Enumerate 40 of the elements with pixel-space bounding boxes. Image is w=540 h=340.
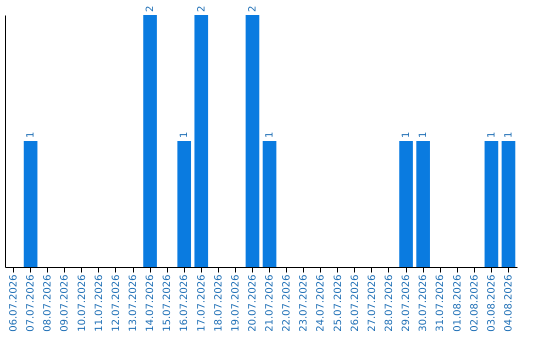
x-tick-label: 11.07.2026 [94, 274, 105, 332]
x-tick-label: 07.07.2026 [26, 274, 37, 332]
x-tick-label: 14.07.2026 [145, 274, 156, 332]
x-tick-label: 24.07.2026 [316, 274, 327, 332]
x-tick-label: 30.07.2026 [418, 274, 430, 332]
data-label: 2 [196, 6, 208, 12]
x-tick-label: 02.08.2026 [469, 274, 480, 332]
data-label: 1 [401, 132, 412, 138]
x-tick-label: 01.08.2026 [452, 274, 464, 332]
x-tick-label: 28.07.2026 [384, 274, 395, 332]
x-tick-label: 19.07.2026 [230, 274, 242, 332]
x-tick-label: 31.07.2026 [435, 274, 446, 332]
x-tick-label: 09.07.2026 [60, 274, 71, 332]
x-tick-label: 15.07.2026 [162, 274, 174, 332]
x-tick-label: 18.07.2026 [213, 274, 224, 332]
data-label: 1 [418, 132, 430, 138]
x-tick-label: 12.07.2026 [110, 274, 122, 332]
data-label: 2 [145, 6, 156, 12]
data-label: 1 [486, 132, 498, 138]
x-tick-label: 13.07.2026 [128, 274, 139, 332]
x-tick-label: 17.07.2026 [196, 274, 208, 332]
x-tick-label: 26.07.2026 [350, 274, 361, 332]
data-label: 2 [247, 6, 258, 12]
data-label: 1 [264, 132, 276, 138]
x-tick-label: 10.07.2026 [76, 274, 88, 332]
data-label: 1 [179, 132, 190, 138]
x-tick-label: 21.07.2026 [264, 274, 276, 332]
x-tick-label: 23.07.2026 [298, 274, 310, 332]
x-tick-label: 29.07.2026 [401, 274, 412, 332]
x-tick-label: 27.07.2026 [366, 274, 378, 332]
x-tick-label: 06.07.2026 [8, 274, 20, 332]
data-label: 1 [26, 132, 37, 138]
x-tick-label: 25.07.2026 [332, 274, 344, 332]
x-tick-label: 16.07.2026 [179, 274, 190, 332]
x-tick-label: 04.08.2026 [503, 274, 514, 332]
x-tick-label: 08.07.2026 [42, 274, 54, 332]
x-tick-label: 22.07.2026 [282, 274, 293, 332]
x-tick-label: 20.07.2026 [247, 274, 258, 332]
data-label: 1 [503, 132, 514, 138]
x-tick-label: 03.08.2026 [486, 274, 498, 332]
